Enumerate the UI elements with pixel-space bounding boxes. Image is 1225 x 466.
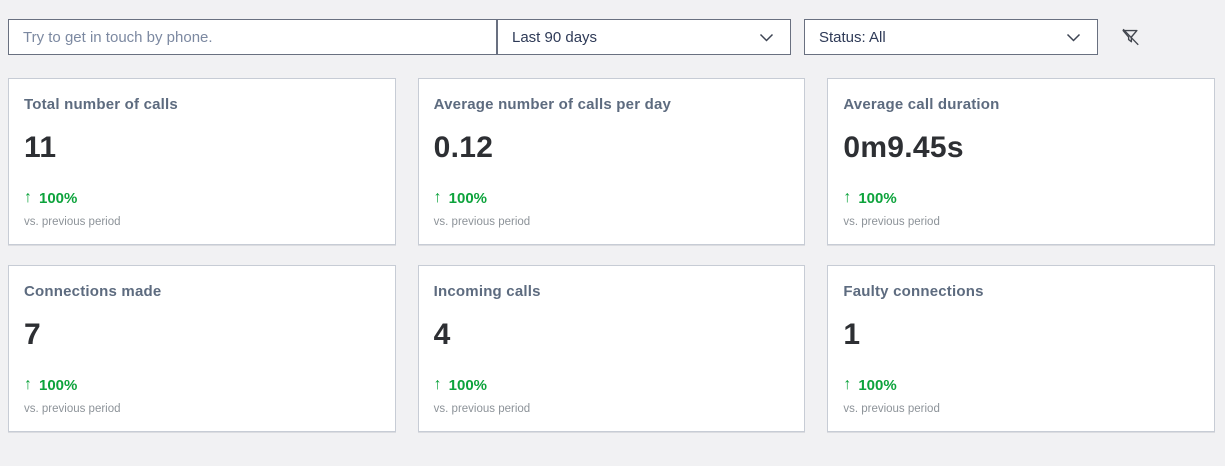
stat-card-connections-made: Connections made 7 ↑ 100% vs. previous p… bbox=[8, 265, 396, 432]
stat-card-trend: ↑ 100% bbox=[843, 376, 1194, 394]
status-select[interactable]: Status: All bbox=[804, 19, 1098, 55]
up-arrow-icon: ↑ bbox=[24, 189, 32, 206]
stat-card-total-calls: Total number of calls 11 ↑ 100% vs. prev… bbox=[8, 78, 396, 245]
stats-cards-grid: Total number of calls 11 ↑ 100% vs. prev… bbox=[8, 78, 1215, 432]
stat-card-comparison: vs. previous period bbox=[843, 403, 940, 415]
stat-card-value: 7 bbox=[24, 318, 41, 351]
stat-card-title: Incoming calls bbox=[433, 283, 541, 300]
up-arrow-icon: ↑ bbox=[433, 189, 442, 206]
stat-card-value: 1 bbox=[843, 318, 861, 351]
stat-card-change: 100% bbox=[39, 376, 78, 394]
stat-card-comparison: vs. previous period bbox=[433, 216, 531, 228]
stat-card-value: 11 bbox=[24, 131, 57, 164]
chevron-down-icon bbox=[759, 33, 774, 42]
stat-card-title: Total number of calls bbox=[24, 96, 178, 113]
stat-card-trend: ↑ 100% bbox=[24, 376, 375, 394]
stat-card-incoming-calls: Incoming calls 4 ↑ 100% vs. previous per… bbox=[417, 265, 806, 432]
stat-card-trend: ↑ 100% bbox=[24, 189, 375, 207]
stat-card-trend: ↑ 100% bbox=[434, 189, 785, 207]
stat-card-value: 0m9.45s bbox=[843, 131, 964, 164]
clear-filters-button[interactable] bbox=[1117, 24, 1143, 50]
stat-card-change: 100% bbox=[858, 189, 897, 207]
stat-card-trend: ↑ 100% bbox=[434, 376, 785, 394]
stat-card-value: 4 bbox=[433, 318, 451, 351]
stat-card-title: Faulty connections bbox=[843, 283, 984, 300]
up-arrow-icon: ↑ bbox=[24, 376, 32, 393]
stat-card-title: Average number of calls per day bbox=[433, 96, 672, 113]
stat-card-change: 100% bbox=[858, 376, 897, 394]
stat-card-change: 100% bbox=[39, 189, 78, 207]
stat-card-change: 100% bbox=[448, 189, 488, 207]
stat-card-value: 0.12 bbox=[433, 131, 494, 164]
stat-card-change: 100% bbox=[448, 376, 488, 394]
stat-card-title: Average call duration bbox=[843, 96, 1000, 113]
up-arrow-icon: ↑ bbox=[843, 376, 852, 393]
stat-card-title: Connections made bbox=[24, 283, 162, 300]
chevron-down-icon bbox=[1066, 33, 1081, 42]
date-range-select[interactable]: Last 90 days bbox=[497, 19, 791, 55]
stat-card-avg-calls-per-day: Average number of calls per day 0.12 ↑ 1… bbox=[417, 78, 806, 245]
status-value: Status: All bbox=[819, 28, 886, 46]
stat-card-trend: ↑ 100% bbox=[843, 189, 1194, 207]
filter-toolbar: Last 90 days Status: All bbox=[8, 19, 1215, 55]
stat-card-faulty-connections: Faulty connections 1 ↑ 100% vs. previous… bbox=[827, 265, 1215, 432]
stat-card-comparison: vs. previous period bbox=[843, 216, 940, 228]
date-range-value: Last 90 days bbox=[512, 28, 598, 46]
stat-card-comparison: vs. previous period bbox=[24, 216, 121, 228]
search-input[interactable] bbox=[8, 19, 497, 55]
up-arrow-icon: ↑ bbox=[433, 376, 442, 393]
filter-off-icon bbox=[1119, 26, 1141, 48]
stat-card-avg-call-duration: Average call duration 0m9.45s ↑ 100% vs.… bbox=[827, 78, 1215, 245]
stat-card-comparison: vs. previous period bbox=[24, 403, 121, 415]
stat-card-comparison: vs. previous period bbox=[433, 403, 531, 415]
up-arrow-icon: ↑ bbox=[843, 189, 852, 206]
